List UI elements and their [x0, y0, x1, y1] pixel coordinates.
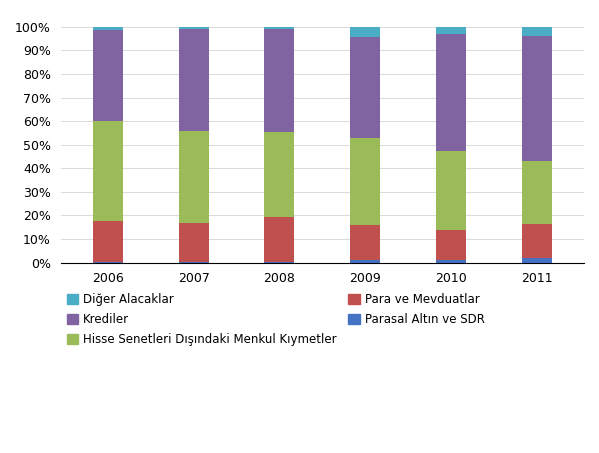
Bar — [179, 29, 208, 131]
Bar — [93, 30, 123, 121]
Bar — [436, 230, 466, 260]
Bar — [436, 34, 466, 150]
Bar — [179, 27, 208, 29]
Bar — [264, 217, 295, 262]
Bar — [522, 27, 552, 36]
Bar — [350, 260, 380, 262]
Bar — [522, 36, 552, 161]
Bar — [522, 224, 552, 258]
Bar — [350, 225, 380, 260]
Legend: Diğer Alacaklar, Krediler, Hisse Senetleri Dışındaki Menkul Kıymetler, Para ve M: Diğer Alacaklar, Krediler, Hisse Senetle… — [66, 293, 485, 347]
Bar — [264, 132, 295, 217]
Bar — [350, 38, 380, 138]
Bar — [350, 138, 380, 225]
Bar — [93, 27, 123, 30]
Bar — [264, 27, 295, 29]
Bar — [93, 121, 123, 221]
Bar — [93, 221, 123, 262]
Bar — [179, 223, 208, 262]
Bar — [179, 131, 208, 223]
Bar — [522, 258, 552, 262]
Bar — [436, 260, 466, 262]
Bar — [264, 29, 295, 132]
Bar — [436, 27, 466, 34]
Bar — [436, 150, 466, 230]
Bar — [522, 161, 552, 224]
Bar — [350, 27, 380, 38]
